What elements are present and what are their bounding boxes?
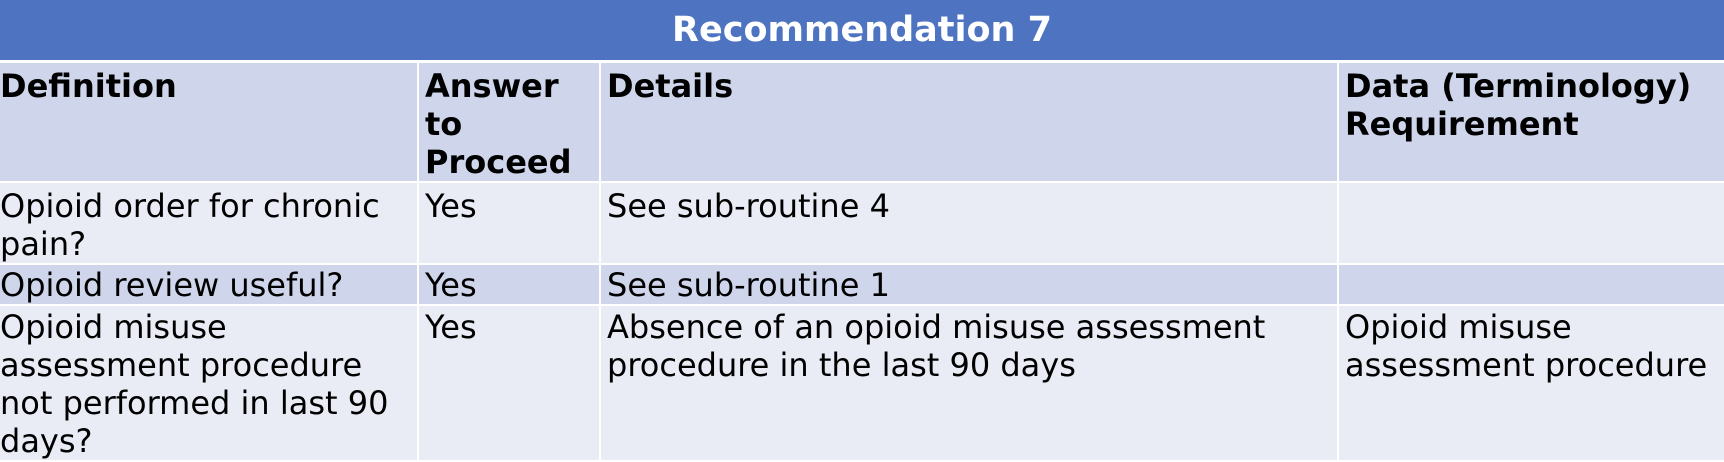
title-row: Recommendation 7 xyxy=(0,0,1724,63)
cell-details: Absence of an opioid misuse assessment p… xyxy=(600,305,1339,462)
cell-data-requirement xyxy=(1338,264,1724,306)
header-row: Definition Answer to Proceed Details Dat… xyxy=(0,61,1724,183)
table-row: Opioid order for chronic pain? Yes See s… xyxy=(0,182,1724,265)
cell-definition: Opioid review useful? xyxy=(0,264,419,306)
column-header-answer: Answer to Proceed xyxy=(418,61,601,183)
column-header-data-requirement: Data (Terminology) Requirement xyxy=(1338,61,1724,183)
cell-answer: Yes xyxy=(418,264,601,306)
column-header-definition: Definition xyxy=(0,61,419,183)
cell-answer: Yes xyxy=(418,182,601,265)
cell-details: See sub-routine 1 xyxy=(600,264,1339,306)
cell-definition: Opioid misuse assessment procedure not p… xyxy=(0,305,419,462)
table-row: Opioid misuse assessment procedure not p… xyxy=(0,305,1724,462)
cell-data-requirement: Opioid misuse assessment procedure xyxy=(1338,305,1724,462)
cell-definition: Opioid order for chronic pain? xyxy=(0,182,419,265)
cell-answer: Yes xyxy=(418,305,601,462)
cell-data-requirement xyxy=(1338,182,1724,265)
column-header-details: Details xyxy=(600,61,1339,183)
table-row: Opioid review useful? Yes See sub-routin… xyxy=(0,264,1724,306)
cell-details: See sub-routine 4 xyxy=(600,182,1339,265)
table-title: Recommendation 7 xyxy=(0,0,1724,63)
